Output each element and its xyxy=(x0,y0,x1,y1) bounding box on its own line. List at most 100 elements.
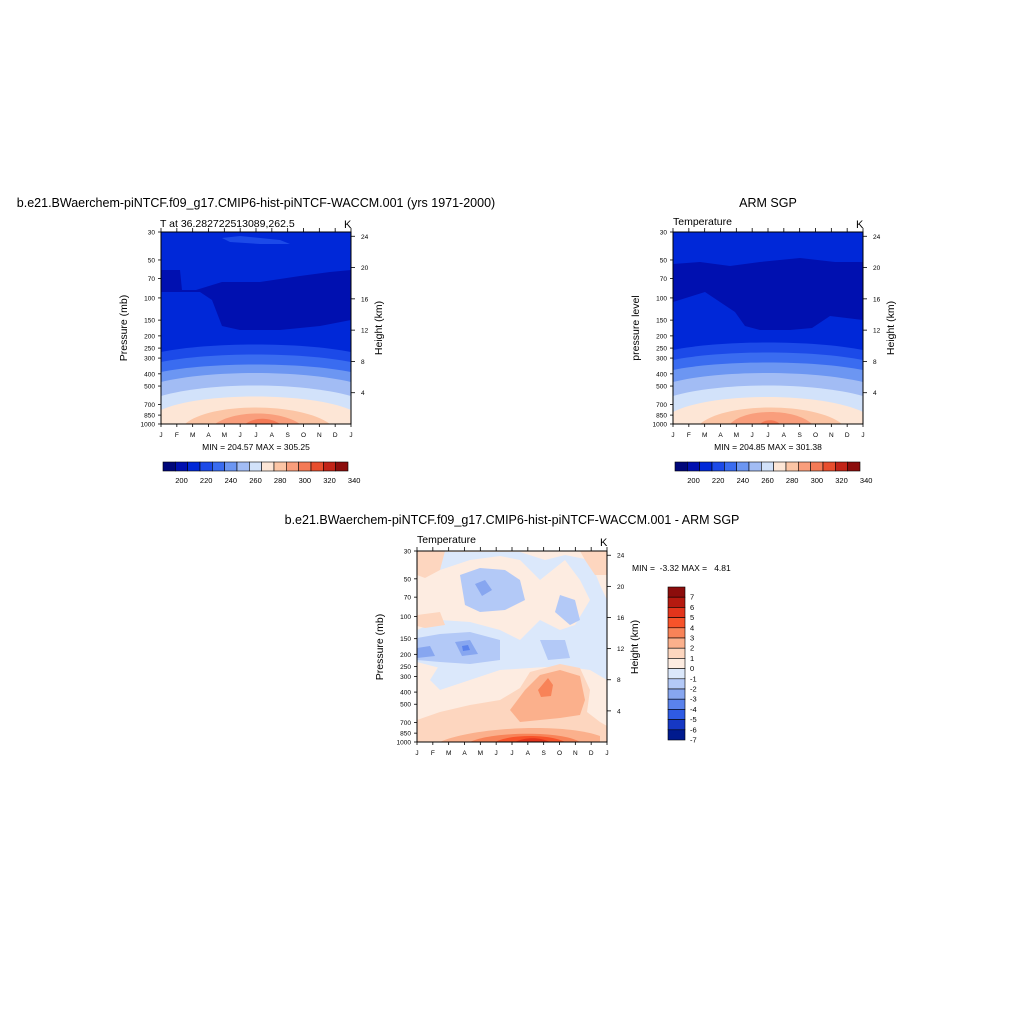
y-tick-label: 1000 xyxy=(141,422,156,429)
min-max-stats: MIN = 204.85 MAX = 301.38 xyxy=(714,442,822,452)
colorbar-label: 300 xyxy=(811,476,824,485)
y2-axis: 24 20 16 12 8 4 xyxy=(863,234,881,397)
x-tick-label: J xyxy=(671,432,674,439)
colorbar-label: 300 xyxy=(299,476,312,485)
y-tick-label: 300 xyxy=(400,674,411,681)
colorbar-label: 220 xyxy=(712,476,725,485)
colorbar-label: 200 xyxy=(687,476,700,485)
colorbar-swatch xyxy=(286,461,299,472)
colorbar-swatch xyxy=(261,461,275,472)
y-tick-label: 70 xyxy=(404,595,412,602)
y-tick-label: 100 xyxy=(400,614,411,621)
y-tick-label: 150 xyxy=(656,318,667,325)
colorbar-swatch xyxy=(323,461,336,472)
y-tick-label: 30 xyxy=(148,230,156,237)
colorbar-label: -4 xyxy=(690,705,697,714)
x-tick-label: D xyxy=(845,432,850,439)
x-tick-label: D xyxy=(333,432,338,439)
x-tick-label: J xyxy=(495,750,498,757)
colorbar-swatch xyxy=(667,668,686,680)
y-tick-label: 500 xyxy=(656,384,667,391)
colorbar-swatch xyxy=(711,461,725,472)
colorbar-label: 280 xyxy=(274,476,287,485)
colorbar-label: 2 xyxy=(690,644,694,653)
y-tick-label: 30 xyxy=(660,230,668,237)
colorbar-label: 4 xyxy=(690,623,694,632)
panel-subtitle-right: K xyxy=(856,219,864,231)
y2-tick-label: 16 xyxy=(361,296,369,303)
colorbar-label: 240 xyxy=(737,476,750,485)
colorbar-label: 260 xyxy=(249,476,262,485)
y-axis-title: Pressure (mb) xyxy=(374,614,386,681)
colorbar-label: 280 xyxy=(786,476,799,485)
colorbar-swatch xyxy=(667,729,686,741)
y-tick-label: 70 xyxy=(660,276,668,283)
colorbar-swatch xyxy=(249,461,262,472)
colorbar-label: -1 xyxy=(690,674,697,683)
x-tick-label: J xyxy=(159,432,162,439)
colorbar-swatch xyxy=(798,461,811,472)
y-tick-label: 100 xyxy=(144,295,155,302)
panel-title: b.e21.BWaerchem-piNTCF.f09_g17.CMIP6-his… xyxy=(17,196,495,210)
y2-axis: 24 20 16 12 8 4 xyxy=(607,553,625,715)
y2-tick-label: 16 xyxy=(873,296,881,303)
x-tick-label: O xyxy=(557,750,562,757)
x-tick-label: M xyxy=(446,750,451,757)
colorbar-swatch xyxy=(667,709,686,720)
y2-axis-title: Height (km) xyxy=(373,301,385,355)
y-axis: 30 50 70 100 150 200 250 300 400 500 700 850 1000 xyxy=(141,230,161,429)
colorbar-label: 5 xyxy=(690,613,694,622)
contour-field xyxy=(673,232,863,424)
colorbar-label: 7 xyxy=(690,593,694,602)
colorbar-label: 240 xyxy=(225,476,238,485)
colorbar-label: 340 xyxy=(348,476,361,485)
contour-field xyxy=(417,551,607,742)
y2-axis-title: Height (km) xyxy=(885,301,897,355)
x-tick-label: O xyxy=(813,432,818,439)
colorbar-label: -5 xyxy=(690,715,697,724)
x-tick-label: J xyxy=(605,750,608,757)
colorbar-swatch xyxy=(667,637,686,649)
x-tick-label: J xyxy=(349,432,352,439)
colorbar-swatch xyxy=(667,617,686,629)
x-tick-label: A xyxy=(782,432,787,439)
x-tick-label: M xyxy=(190,432,195,439)
colorbar-swatch xyxy=(273,461,287,472)
colorbar-label: -3 xyxy=(690,695,697,704)
colorbar-swatch xyxy=(175,461,188,472)
y-tick-label: 100 xyxy=(656,295,667,302)
y-tick-label: 250 xyxy=(144,346,155,353)
y2-tick-label: 24 xyxy=(617,553,625,560)
colorbar-swatch xyxy=(199,461,213,472)
colorbar-swatch xyxy=(667,607,686,618)
x-tick-label: J xyxy=(254,432,257,439)
y2-tick-label: 4 xyxy=(617,708,621,715)
x-tick-label: J xyxy=(415,750,418,757)
panel-subtitle-left: Temperature xyxy=(673,216,732,228)
colorbar-swatch xyxy=(785,461,799,472)
x-tick-label: N xyxy=(829,432,834,439)
x-tick-label: S xyxy=(285,432,290,439)
y-tick-label: 700 xyxy=(656,402,667,409)
colorbar-swatch xyxy=(667,688,686,700)
y2-tick-label: 8 xyxy=(617,677,621,684)
panel-subtitle-left: Temperature xyxy=(417,534,476,546)
x-tick-label: N xyxy=(573,750,578,757)
colorbar-swatch xyxy=(667,658,686,669)
colorbar-swatch xyxy=(335,461,349,472)
x-tick-label: A xyxy=(526,750,531,757)
y-tick-label: 700 xyxy=(144,402,155,409)
y2-tick-label: 24 xyxy=(361,234,369,241)
y-tick-label: 500 xyxy=(144,384,155,391)
y-tick-label: 400 xyxy=(656,371,667,378)
y2-tick-label: 24 xyxy=(873,234,881,241)
y-axis: 30 50 70 100 150 200 250 300 400 500 700 850 1000 xyxy=(653,230,673,429)
y2-tick-label: 20 xyxy=(873,265,881,272)
y-tick-label: 850 xyxy=(656,413,667,420)
x-tick-label: J xyxy=(766,432,769,439)
y-tick-label: 200 xyxy=(400,652,411,659)
colorbar-label: 340 xyxy=(860,476,873,485)
colorbar-label: 0 xyxy=(690,664,694,673)
colorbar-swatch xyxy=(736,461,750,472)
